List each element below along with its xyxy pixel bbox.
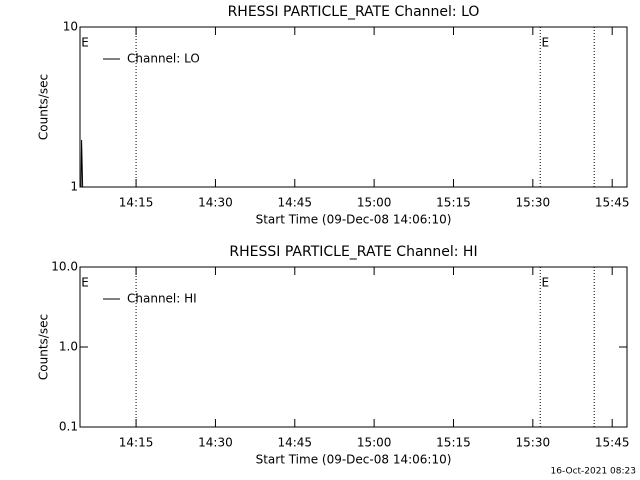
x-tick-label: 14:30 (198, 196, 233, 210)
x-tick-label: 15:30 (516, 196, 551, 210)
x-tick-label: 15:00 (357, 196, 392, 210)
x-tick-label: 15:45 (595, 196, 630, 210)
y-tick-label: 0.1 (59, 420, 78, 434)
x-axis-label: Start Time (09-Dec-08 14:06:10) (256, 213, 452, 227)
event-flag: E (81, 276, 89, 290)
event-flag: E (81, 36, 89, 50)
data-line (80, 139, 84, 188)
plot-frame (79, 26, 628, 188)
x-tick-label: 15:15 (436, 196, 471, 210)
legend-label: Channel: LO (127, 52, 200, 66)
footer: 16-Oct-2021 08:23 (551, 467, 636, 477)
x-tick-label: 15:00 (357, 436, 392, 450)
x-tick-label: 14:45 (277, 436, 312, 450)
chart-title: RHESSI PARTICLE_RATE Channel: LO (228, 4, 480, 20)
y-tick-label: 10.0 (51, 260, 78, 274)
x-tick-label: 15:45 (595, 436, 630, 450)
y-tick-label: 1 (70, 180, 78, 194)
x-tick-label: 14:15 (119, 196, 154, 210)
x-tick-label: 15:30 (516, 436, 551, 450)
y-tick-label: 1.0 (59, 340, 78, 354)
x-tick-label: 15:15 (436, 436, 471, 450)
x-tick-label: 14:15 (119, 436, 154, 450)
y-axis-label: Counts/sec (37, 314, 51, 380)
y-axis-label: Counts/sec (37, 74, 51, 140)
chart-title: RHESSI PARTICLE_RATE Channel: HI (229, 244, 477, 260)
event-flag: E (541, 276, 549, 290)
legend-label: Channel: HI (127, 292, 197, 306)
x-tick-label: 14:45 (277, 196, 312, 210)
x-axis-label: Start Time (09-Dec-08 14:06:10) (256, 453, 452, 467)
y-tick-label: 10 (63, 20, 78, 34)
event-flag: E (541, 36, 549, 50)
x-tick-label: 14:30 (198, 436, 233, 450)
